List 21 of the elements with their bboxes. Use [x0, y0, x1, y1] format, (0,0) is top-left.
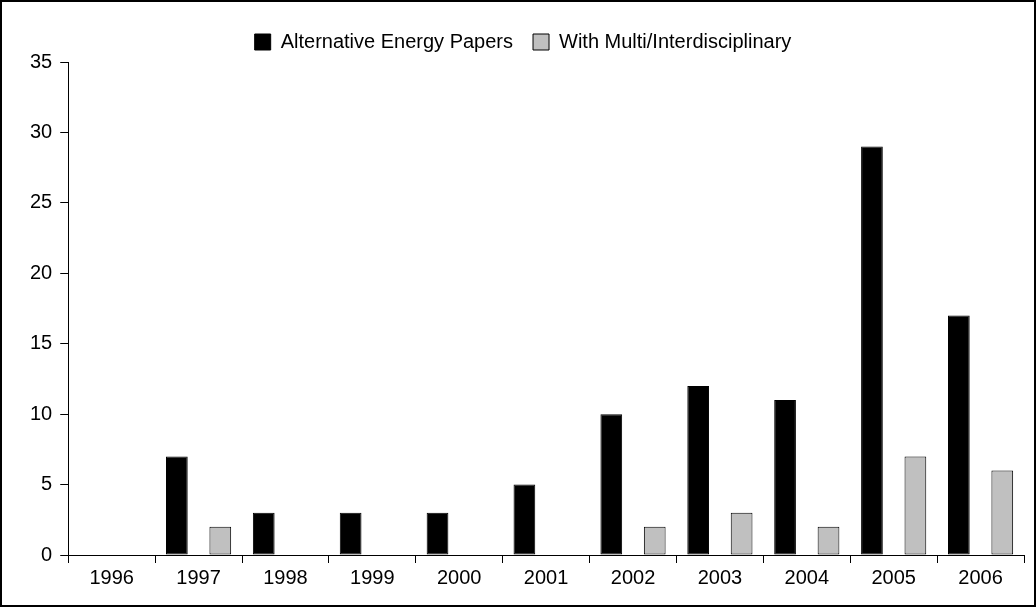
y-tick-label: 35 [30, 49, 53, 72]
x-tick-label: 2001 [523, 565, 569, 588]
y-tick-label: 20 [30, 260, 53, 283]
x-tick-label: 2004 [784, 565, 830, 588]
x-tick-label: 2002 [610, 565, 656, 588]
x-tick-label: 1998 [263, 565, 308, 588]
y-tick-label: 5 [41, 472, 53, 495]
y-tick-label: 10 [30, 401, 53, 424]
y-tick-label: 0 [41, 542, 53, 565]
y-tick-label: 15 [30, 331, 53, 354]
legend-label: Alternative Energy Papers [280, 29, 514, 52]
legend-label: With Multi/Interdisciplinary [559, 29, 792, 52]
x-tick-label: 1996 [89, 565, 134, 588]
x-tick-label: 2006 [958, 565, 1003, 588]
x-tick-label: 2005 [871, 565, 916, 588]
y-tick-label: 25 [30, 190, 53, 213]
x-tick-label: 2000 [436, 565, 482, 588]
y-tick-label: 30 [30, 119, 53, 142]
x-tick-label: 1997 [176, 565, 221, 588]
x-tick-label: 1999 [350, 565, 395, 588]
x-tick-label: 2003 [697, 565, 743, 588]
